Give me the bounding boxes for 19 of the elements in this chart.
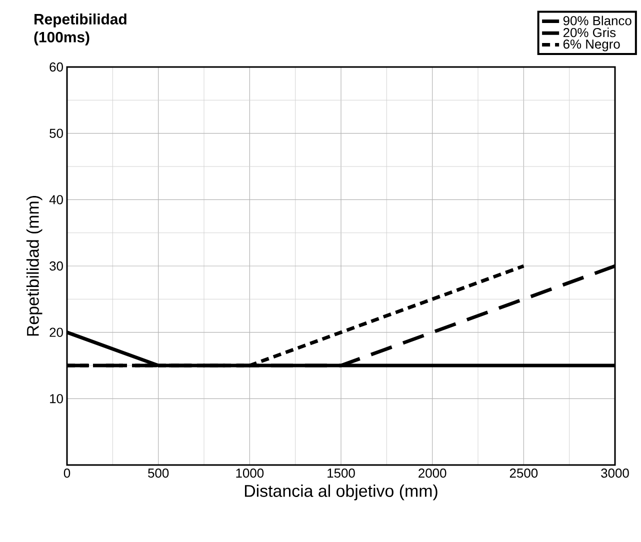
y-tick-label: 60: [50, 62, 63, 72]
x-axis-title: Distancia al objetivo (mm): [244, 484, 438, 500]
y-tick-label: 40: [49, 195, 63, 204]
y-tick-label: 20: [50, 328, 63, 337]
y-tick-label: 10: [50, 394, 63, 404]
y-tick-label: 50: [50, 128, 63, 138]
x-tick-label: 500: [148, 468, 169, 478]
x-tick-label: 3000: [601, 468, 629, 478]
x-tick-label: 2500: [510, 468, 538, 478]
legend-label: 90% Blanco: [563, 16, 632, 26]
legend-label: 20% Gris: [563, 28, 616, 38]
x-tick-label: 2000: [418, 468, 446, 478]
x-tick-label: 0: [64, 468, 70, 478]
x-tick-label: 1000: [236, 468, 264, 478]
chart-title: Repetibilidad (100ms): [34, 14, 126, 46]
legend-label: 6% Negro: [563, 40, 620, 52]
y-tick-label: 30: [50, 261, 63, 271]
y-axis-title: Repetibilidad (mm): [26, 196, 42, 336]
x-tick-label: 1500: [328, 468, 355, 478]
